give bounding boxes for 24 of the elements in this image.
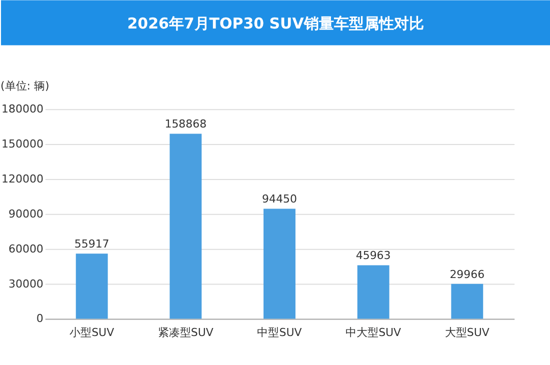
x-tick-label: 中型SUV [257,326,302,340]
x-tick-label: 小型SUV [70,326,115,340]
data-label: 94450 [262,192,297,206]
y-tick-label: 150000 [2,138,44,151]
data-label: 29966 [450,268,485,281]
bar [451,284,484,319]
data-label: 45963 [356,249,391,262]
y-tick-label: 30000 [8,277,44,290]
y-tick-label: 0 [36,312,44,326]
y-tick-label: 120000 [2,172,44,186]
y-axis-title: (单位: 辆) [0,80,50,93]
bar [264,208,296,319]
y-tick-label: 90000 [8,207,44,220]
bar [357,265,390,319]
y-tick-label: 180000 [2,102,44,116]
y-tick-label: 60000 [8,242,44,256]
x-tick-label: 紧凑型SUV [158,326,214,340]
chart-title: 2026年7月TOP30 SUV销量车型属性对比 [127,14,424,32]
data-label: 158868 [164,118,207,131]
x-tick-label: 大型SUV [444,326,490,340]
bar [76,254,108,319]
bar [170,134,202,319]
x-tick-label: 中大型SUV [346,326,402,340]
data-label: 55917 [74,238,110,251]
